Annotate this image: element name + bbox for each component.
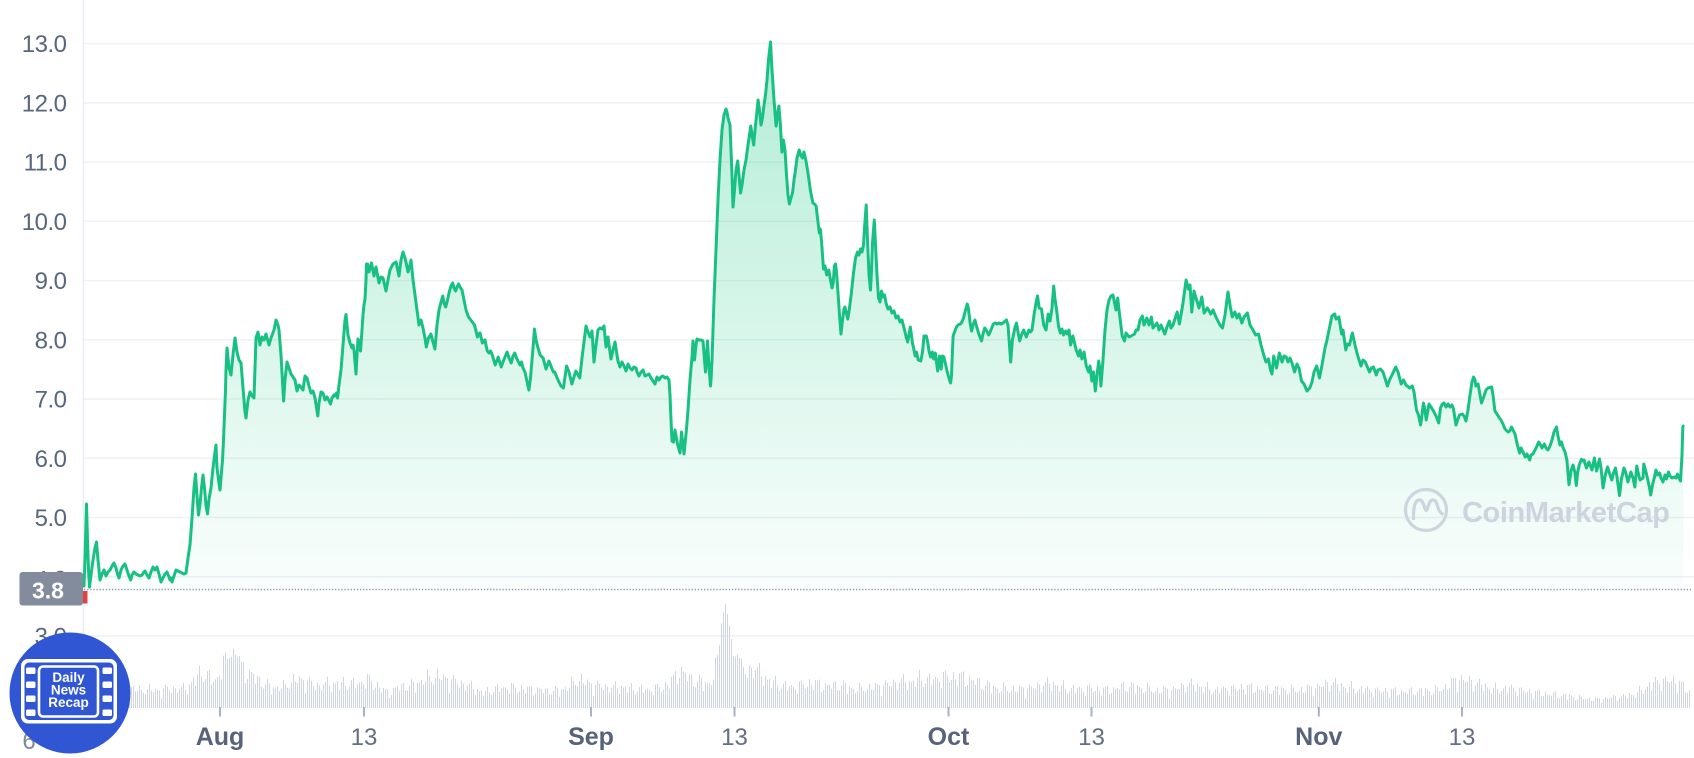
svg-text:5.0: 5.0 xyxy=(35,505,67,532)
svg-text:Daily: Daily xyxy=(52,670,85,685)
svg-text:13: 13 xyxy=(1078,724,1105,751)
svg-text:12.0: 12.0 xyxy=(22,90,67,117)
svg-text:9.0: 9.0 xyxy=(35,268,67,295)
svg-text:10.0: 10.0 xyxy=(22,209,67,236)
svg-text:CoinMarketCap: CoinMarketCap xyxy=(1462,497,1670,529)
svg-text:8.0: 8.0 xyxy=(35,327,67,354)
svg-text:13: 13 xyxy=(1449,724,1476,751)
svg-text:13: 13 xyxy=(351,724,378,751)
svg-text:3.8: 3.8 xyxy=(32,578,64,604)
svg-text:Oct: Oct xyxy=(928,723,970,751)
svg-text:Nov: Nov xyxy=(1295,723,1342,751)
svg-text:Recap: Recap xyxy=(48,695,89,710)
svg-text:News: News xyxy=(51,683,86,698)
svg-text:Aug: Aug xyxy=(196,723,245,751)
svg-text:Sep: Sep xyxy=(568,723,614,751)
svg-text:7.0: 7.0 xyxy=(35,387,67,414)
svg-text:11.0: 11.0 xyxy=(24,150,67,177)
svg-text:6.0: 6.0 xyxy=(35,446,67,473)
svg-text:13.0: 13.0 xyxy=(22,31,67,58)
svg-text:13: 13 xyxy=(721,724,748,751)
